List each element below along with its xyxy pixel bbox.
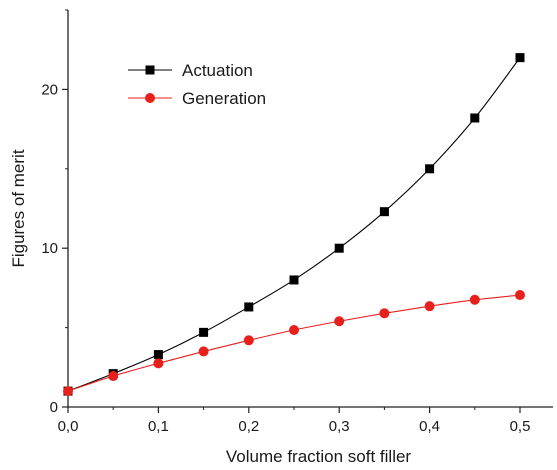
generation-point (469, 294, 480, 305)
actuation-series-line (67, 57, 521, 392)
actuation-point (244, 302, 254, 312)
series-layer (63, 53, 525, 397)
actuation-point (289, 275, 299, 285)
y-tick-label: 20 (41, 81, 58, 98)
axes (67, 10, 553, 408)
y-axis-title: Figures of merit (9, 149, 28, 267)
actuation-point (379, 207, 389, 217)
actuation-point (199, 327, 209, 337)
generation-point (515, 290, 525, 301)
ticks-layer: 0,0 0,1 0,2 0,3 0,4 0,5 0 10 20 (41, 9, 531, 435)
actuation-point (470, 113, 480, 123)
actuation-point (334, 243, 344, 253)
x-tick-label: 0,3 (329, 418, 350, 435)
x-axis-title: Volume fraction soft filler (226, 447, 412, 466)
generation-series-line (67, 294, 521, 392)
x-tick-label: 0,1 (148, 418, 169, 435)
generation-point (424, 301, 435, 312)
legend-generation-label: Generation (182, 89, 266, 108)
legend-actuation-marker (145, 65, 155, 75)
y-tick-label: 10 (41, 240, 58, 257)
generation-point (63, 386, 73, 397)
x-tick-label: 0,0 (58, 418, 79, 435)
x-tick-label: 0,5 (510, 418, 531, 435)
generation-point (108, 371, 119, 382)
legend-actuation-label: Actuation (182, 61, 253, 80)
x-tick-label: 0,2 (238, 418, 259, 435)
actuation-point (425, 164, 435, 174)
legend-generation-marker (145, 93, 155, 103)
generation-point (153, 358, 164, 369)
legend: Actuation Generation (128, 61, 266, 108)
generation-point (289, 324, 299, 335)
generation-point (243, 335, 254, 346)
generation-point (379, 308, 390, 319)
y-tick-label: 0 (50, 399, 58, 416)
actuation-point (515, 53, 525, 63)
x-tick-label: 0,4 (419, 418, 440, 435)
generation-point (334, 316, 345, 327)
actuation-point (153, 350, 163, 360)
generation-point (198, 346, 209, 357)
